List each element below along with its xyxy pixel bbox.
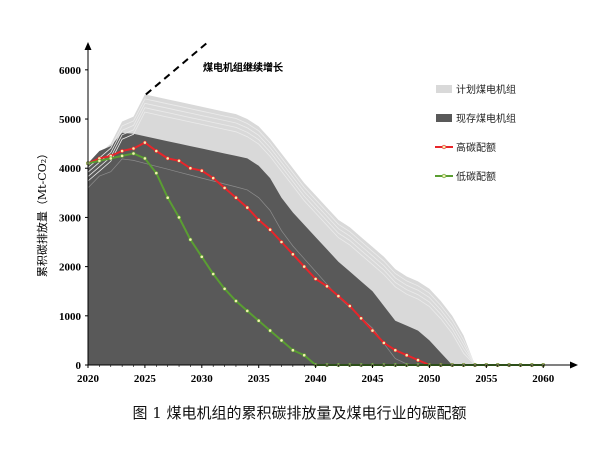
point-low-quota xyxy=(199,254,204,259)
point-low-quota xyxy=(302,353,307,358)
point-high-quota xyxy=(165,156,170,161)
point-high-quota xyxy=(302,264,307,269)
y-tick-label: 2000 xyxy=(59,262,82,274)
point-low-quota xyxy=(142,156,147,161)
point-high-quota xyxy=(370,328,375,333)
point-high-quota xyxy=(336,294,341,299)
area-existing-units xyxy=(88,132,544,365)
y-tick-label: 1000 xyxy=(59,311,82,323)
y-axis-arrow xyxy=(84,42,92,50)
y-axis-title: 累积碳排放量（Mt-CO₂） xyxy=(35,148,49,277)
point-high-quota xyxy=(416,358,420,363)
point-high-quota xyxy=(393,348,398,353)
y-tick-label: 4000 xyxy=(59,163,82,175)
point-high-quota xyxy=(268,227,273,232)
x-tick-label: 2035 xyxy=(248,373,271,385)
x-tick-label: 2060 xyxy=(532,373,555,385)
y-tick-label: 5000 xyxy=(59,114,82,126)
point-low-quota xyxy=(97,158,102,163)
point-high-quota xyxy=(256,217,261,222)
legend-label-high-quota: 高碳配额 xyxy=(456,141,496,154)
planned-texture-line xyxy=(87,102,544,366)
emission-chart: 0 1000 2000 3000 4000 5000 6000 2020 2025 2030 203… xyxy=(35,41,578,385)
legend-marker-high-quota xyxy=(441,144,447,150)
point-high-quota xyxy=(404,353,409,358)
point-low-quota xyxy=(188,237,193,242)
point-high-quota xyxy=(131,146,136,151)
y-tick-label: 3000 xyxy=(59,212,82,224)
x-tick-label: 2045 xyxy=(362,373,385,385)
legend-marker-low-quota xyxy=(441,173,447,179)
point-low-quota xyxy=(290,348,295,353)
point-low-quota xyxy=(131,151,136,156)
point-high-quota xyxy=(279,240,284,244)
x-tick-label: 2030 xyxy=(191,373,214,385)
point-low-quota xyxy=(108,156,113,161)
legend-swatch-planned-units xyxy=(436,85,452,93)
point-high-quota xyxy=(177,158,181,163)
x-tick-label: 2055 xyxy=(475,373,498,385)
point-high-quota xyxy=(325,284,329,289)
point-high-quota xyxy=(120,149,125,153)
point-low-quota xyxy=(222,286,227,291)
point-high-quota xyxy=(290,252,295,257)
point-high-quota xyxy=(347,304,352,308)
legend-label-planned-units: 计划煤电机组 xyxy=(456,83,516,96)
axes: 0 1000 2000 3000 4000 5000 6000 2020 2025 2030 203… xyxy=(35,42,578,385)
planned-texture-line xyxy=(87,98,544,366)
x-tick-label: 2040 xyxy=(305,373,328,385)
point-low-quota xyxy=(177,215,181,220)
growth-annotation-label: 煤电机组继续增长 xyxy=(203,61,284,74)
y-tick-label: 0 xyxy=(76,360,82,372)
y-tick-label: 6000 xyxy=(59,65,82,77)
point-high-quota xyxy=(199,168,204,173)
point-high-quota xyxy=(188,166,193,171)
planned-texture-line xyxy=(87,111,544,366)
point-low-quota xyxy=(211,272,216,276)
point-low-quota xyxy=(234,299,238,303)
point-low-quota xyxy=(245,308,250,313)
planned-texture-line xyxy=(87,107,544,366)
x-tick-label: 2020 xyxy=(77,373,100,385)
x-tick-label: 2050 xyxy=(418,373,441,385)
point-low-quota xyxy=(256,318,261,323)
point-high-quota xyxy=(359,316,364,321)
point-low-quota xyxy=(268,328,273,333)
point-high-quota xyxy=(313,276,318,281)
point-low-quota xyxy=(120,153,125,158)
point-high-quota xyxy=(245,205,250,210)
point-high-quota xyxy=(234,195,238,200)
x-tick-label: 2025 xyxy=(134,373,157,385)
figure-caption: 图 1 煤电机组的累积碳排放量及煤电行业的碳配额 xyxy=(132,404,467,422)
legend-label-low-quota: 低碳配额 xyxy=(456,170,496,183)
point-high-quota xyxy=(211,176,216,181)
point-high-quota xyxy=(222,185,227,190)
growth-annotation: 煤电机组继续增长 xyxy=(145,41,284,96)
growth-dashed-line xyxy=(145,41,209,96)
legend-swatch-existing-units xyxy=(436,114,452,122)
point-high-quota xyxy=(381,340,386,345)
point-low-quota xyxy=(279,338,284,343)
point-low-quota xyxy=(154,171,159,176)
point-high-quota xyxy=(142,140,147,145)
x-axis-arrow xyxy=(570,361,578,369)
area-layer xyxy=(87,94,544,366)
point-high-quota xyxy=(154,149,159,153)
legend-label-existing-units: 现存煤电机组 xyxy=(456,112,516,125)
point-low-quota xyxy=(165,195,170,200)
